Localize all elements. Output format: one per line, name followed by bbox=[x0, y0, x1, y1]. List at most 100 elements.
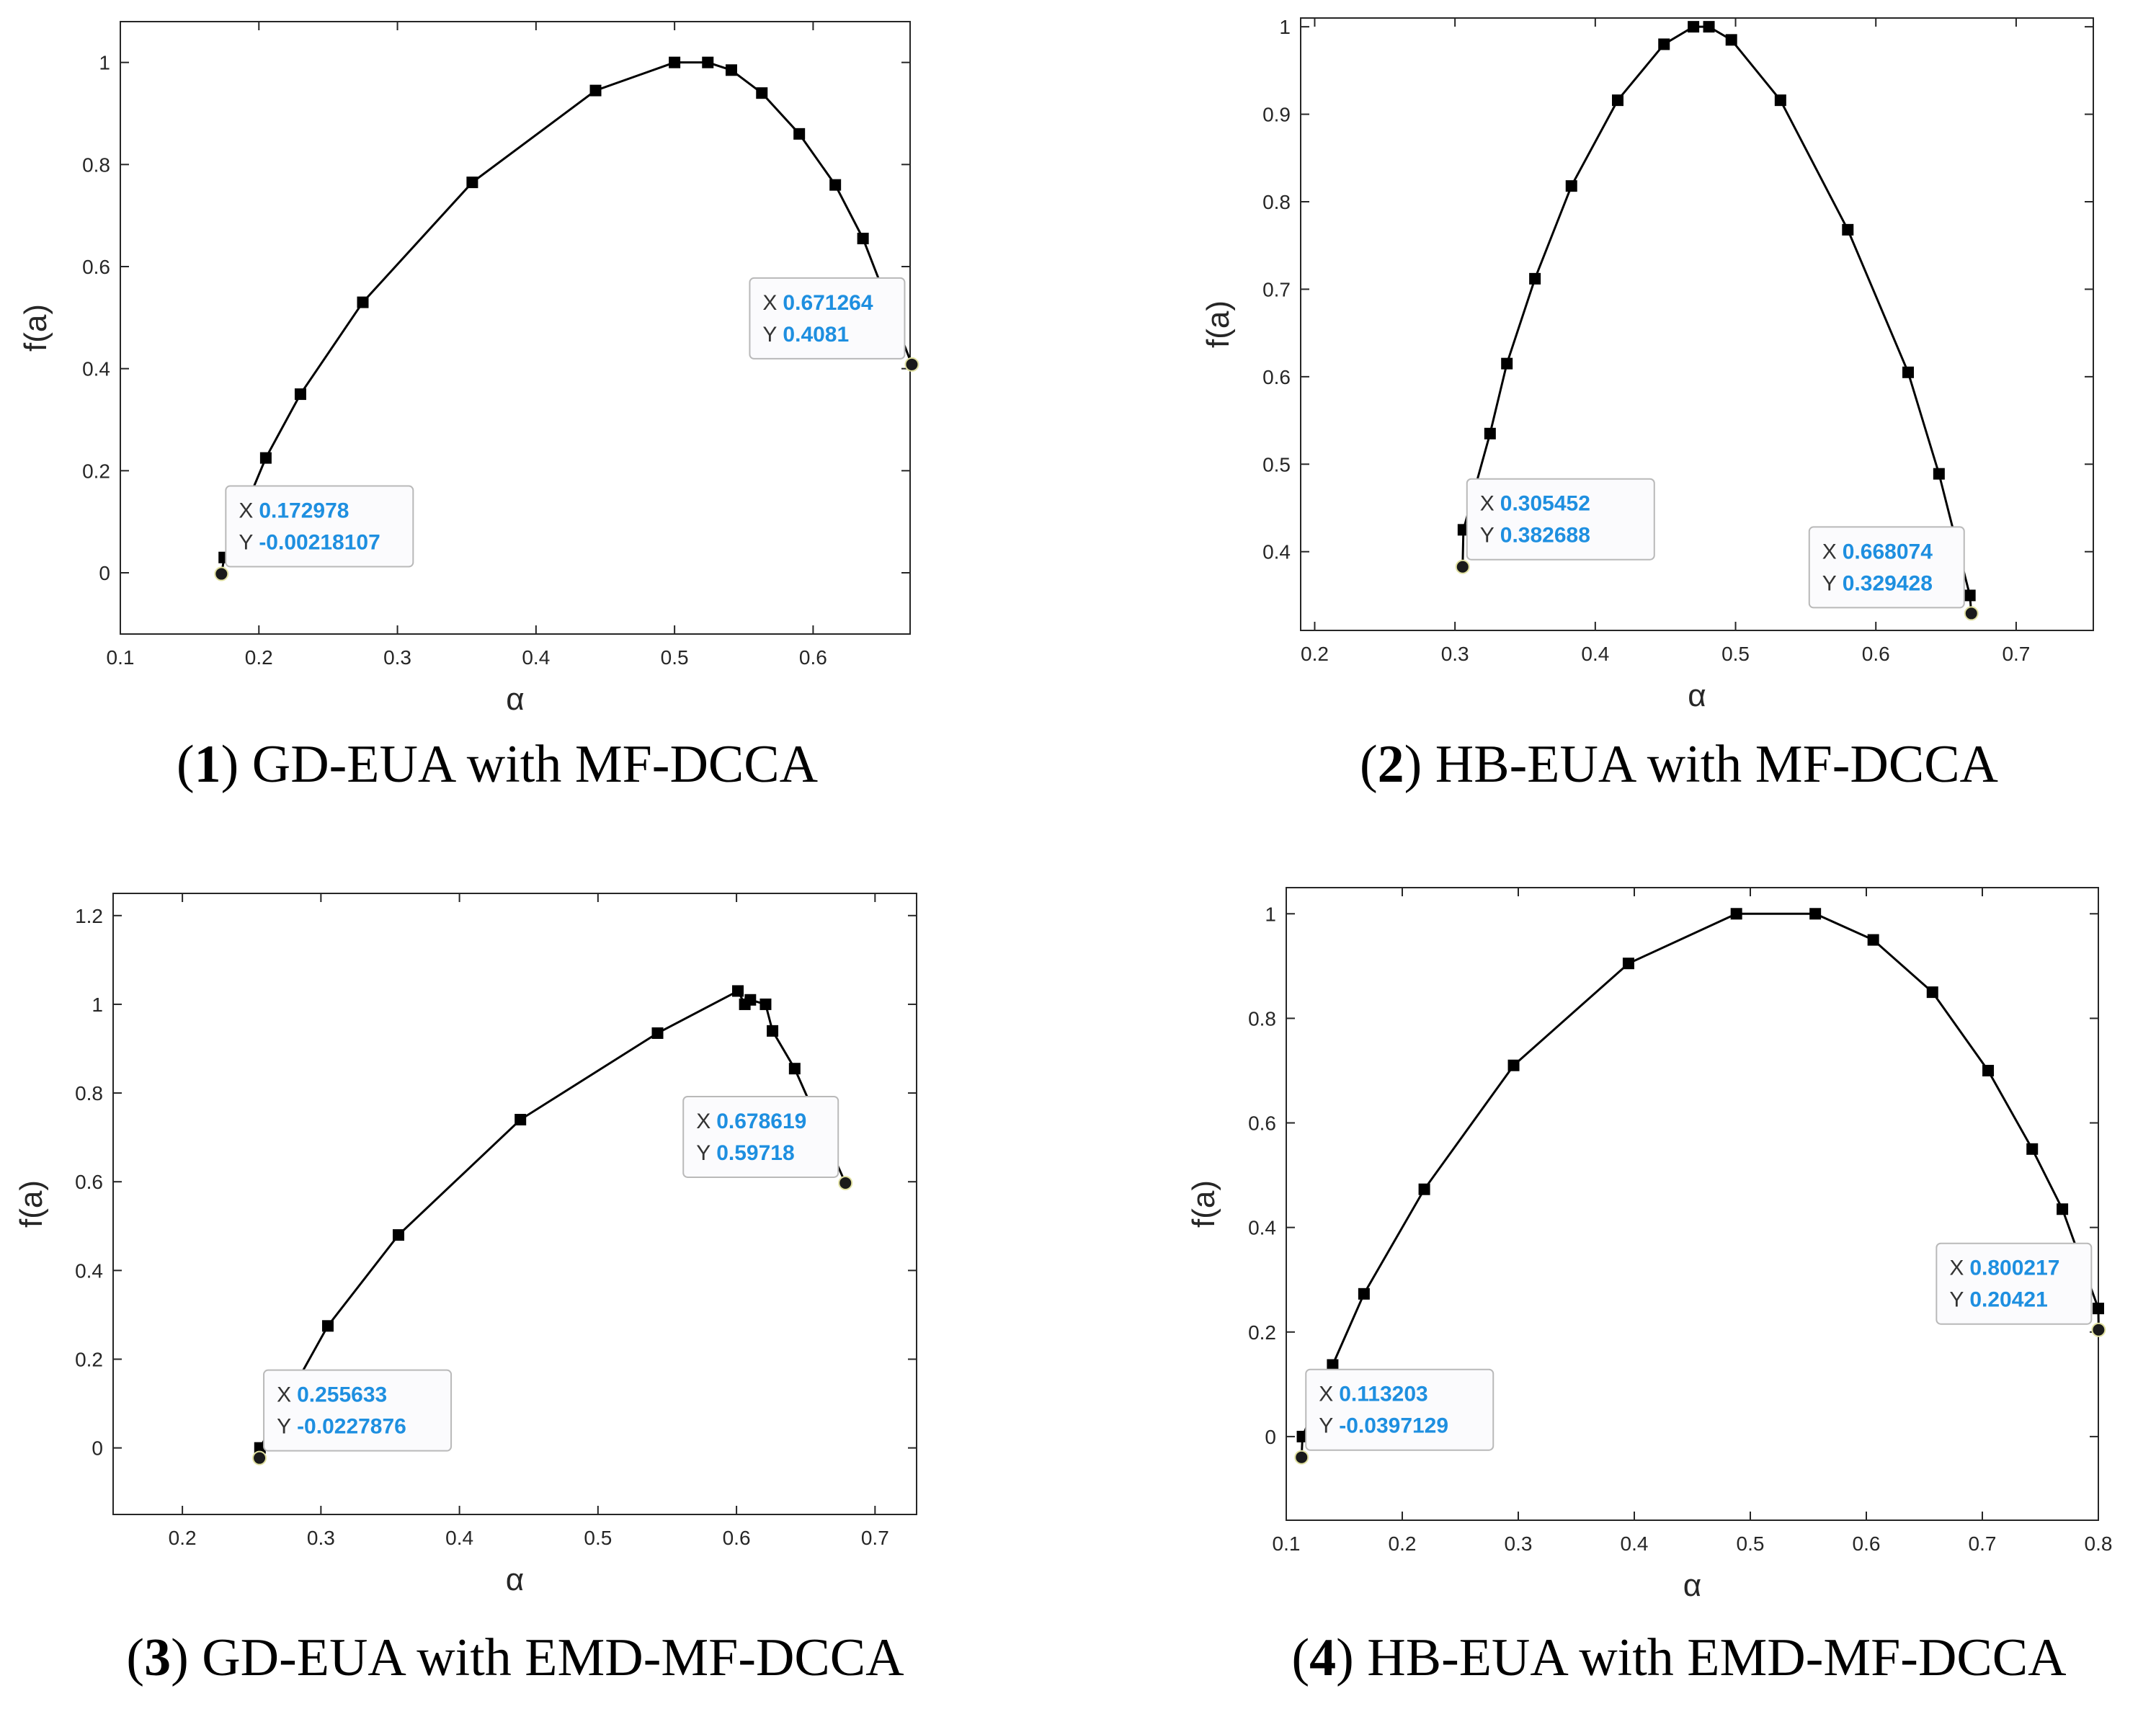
x-tick-label: 0.4 bbox=[1581, 643, 1609, 665]
data-point bbox=[1327, 1359, 1339, 1371]
datatip-x-key: X bbox=[1822, 540, 1837, 563]
x-tick-label: 0.5 bbox=[1737, 1532, 1765, 1555]
data-point bbox=[1982, 1064, 1995, 1076]
data-point bbox=[669, 56, 681, 68]
datatip-x-value: 0.671264 bbox=[783, 291, 873, 315]
data-point bbox=[651, 1027, 664, 1039]
x-tick-label: 0.2 bbox=[1301, 643, 1329, 665]
datatip-x-key: X bbox=[277, 1383, 291, 1407]
x-tick-label: 0.4 bbox=[1621, 1532, 1649, 1555]
y-axis-label: f(a) bbox=[14, 1180, 49, 1228]
x-tick-label: 0.5 bbox=[1721, 643, 1750, 665]
datatip-marker[interactable] bbox=[252, 1450, 267, 1465]
data-point bbox=[514, 1114, 527, 1126]
datatip-marker[interactable] bbox=[1294, 1450, 1309, 1465]
y-tick-label: 0 bbox=[99, 562, 110, 584]
x-tick-label: 0.7 bbox=[1969, 1532, 1997, 1555]
y-tick-label: 0 bbox=[1265, 1426, 1276, 1448]
y-axis-label: f(a) bbox=[1200, 300, 1236, 348]
datatip-y-key: Y bbox=[1822, 571, 1837, 595]
data-point bbox=[725, 64, 737, 76]
datatip[interactable]: X 0.113203 Y -0.0397129 bbox=[1305, 1368, 1494, 1451]
datatip-x-key: X bbox=[1319, 1383, 1333, 1406]
y-tick-label: 0.8 bbox=[1262, 191, 1291, 213]
x-tick-label: 0.4 bbox=[522, 646, 550, 669]
datatip-marker[interactable] bbox=[2091, 1322, 2106, 1337]
datatip-box[interactable] bbox=[263, 1369, 453, 1452]
panel-caption: (3) GD-EUA with EMD-MF-DCCA bbox=[126, 1628, 904, 1687]
y-tick-label: 1 bbox=[1265, 903, 1276, 925]
data-point bbox=[2093, 1303, 2104, 1315]
datatip-marker[interactable] bbox=[1455, 559, 1470, 574]
x-axis-label: α bbox=[1688, 678, 1706, 713]
data-point bbox=[1658, 38, 1670, 50]
datatip-y-value: 0.382688 bbox=[1500, 524, 1590, 548]
datatip-y-key: Y bbox=[696, 1141, 710, 1165]
data-point bbox=[732, 985, 744, 997]
caption-text: GD-EUA with MF-DCCA bbox=[252, 735, 818, 794]
data-point bbox=[788, 1063, 801, 1075]
plot-area-frame bbox=[112, 893, 917, 1515]
caption-number: 3 bbox=[144, 1628, 171, 1687]
y-tick-label: 0.6 bbox=[82, 256, 110, 278]
data-point bbox=[1964, 589, 1976, 602]
datatip-box[interactable] bbox=[1808, 526, 1965, 609]
datatip-x-key: X bbox=[696, 1110, 710, 1133]
datatip-x-value: 0.678619 bbox=[716, 1110, 806, 1133]
data-point bbox=[767, 1025, 779, 1037]
y-tick-label: 0.4 bbox=[1262, 541, 1291, 563]
caption-close-paren: ) bbox=[221, 735, 252, 794]
data-point bbox=[589, 84, 602, 97]
data-point bbox=[1867, 934, 1879, 946]
x-tick-label: 0.6 bbox=[1853, 1532, 1881, 1555]
y-tick-label: 0.5 bbox=[1262, 453, 1291, 476]
datatip-y-key: Y bbox=[1319, 1414, 1333, 1438]
datatip-marker[interactable] bbox=[838, 1175, 853, 1190]
y-tick-label: 0 bbox=[92, 1437, 103, 1460]
datatip-box[interactable] bbox=[1305, 1368, 1494, 1451]
datatip-marker[interactable] bbox=[1964, 606, 1979, 621]
caption-open-paren: ( bbox=[126, 1628, 144, 1687]
y-tick-label: 1 bbox=[99, 52, 110, 74]
panel-caption: (2) HB-EUA with MF-DCCA bbox=[1360, 735, 1998, 794]
data-point bbox=[357, 296, 369, 308]
datatip-marker[interactable] bbox=[904, 357, 919, 372]
datatip-box[interactable] bbox=[1466, 478, 1655, 561]
y-tick-label: 0.4 bbox=[82, 358, 110, 380]
datatip-box[interactable] bbox=[682, 1095, 839, 1178]
x-tick-label: 0.1 bbox=[107, 646, 135, 669]
y-tick-label: 0.8 bbox=[1248, 1007, 1276, 1030]
data-point bbox=[829, 179, 842, 191]
caption-open-paren: ( bbox=[1360, 735, 1378, 794]
data-point bbox=[2026, 1143, 2039, 1155]
datatip-marker[interactable] bbox=[214, 566, 229, 581]
datatip-box[interactable] bbox=[1936, 1242, 2093, 1325]
x-axis-label: α bbox=[506, 682, 524, 717]
y-tick-label: 1 bbox=[92, 994, 103, 1016]
data-point bbox=[760, 998, 772, 1010]
datatip-box[interactable] bbox=[749, 277, 906, 360]
data-point bbox=[1688, 21, 1700, 33]
data-point bbox=[702, 56, 714, 68]
datatip[interactable]: X 0.678619 Y 0.59718 bbox=[682, 1095, 839, 1178]
caption-open-paren: ( bbox=[177, 735, 195, 794]
caption-close-paren: ) bbox=[171, 1628, 202, 1687]
datatip[interactable]: X 0.668074 Y 0.329428 bbox=[1808, 526, 1965, 609]
datatip-y-value: 0.329428 bbox=[1843, 571, 1933, 595]
x-tick-label: 0.2 bbox=[1389, 1532, 1417, 1555]
data-point bbox=[1926, 986, 1938, 999]
datatip-box[interactable] bbox=[225, 485, 414, 568]
y-tick-label: 0.4 bbox=[75, 1259, 103, 1282]
datatip-y-key: Y bbox=[239, 531, 253, 555]
y-tick-label: 0.2 bbox=[75, 1349, 103, 1371]
chart-panel-2: 0.2 0.3 0.4 0.5 0.6 0.7 0.4 0.5 0.6 0.7 0.8 0.9 1 α f(… bbox=[1200, 16, 2094, 794]
datatip-y-value: 0.4081 bbox=[783, 323, 849, 347]
panel-caption: (1) GD-EUA with MF-DCCA bbox=[177, 735, 818, 794]
caption-close-paren: ) bbox=[1336, 1628, 1367, 1687]
y-tick-label: 0.2 bbox=[82, 460, 110, 482]
